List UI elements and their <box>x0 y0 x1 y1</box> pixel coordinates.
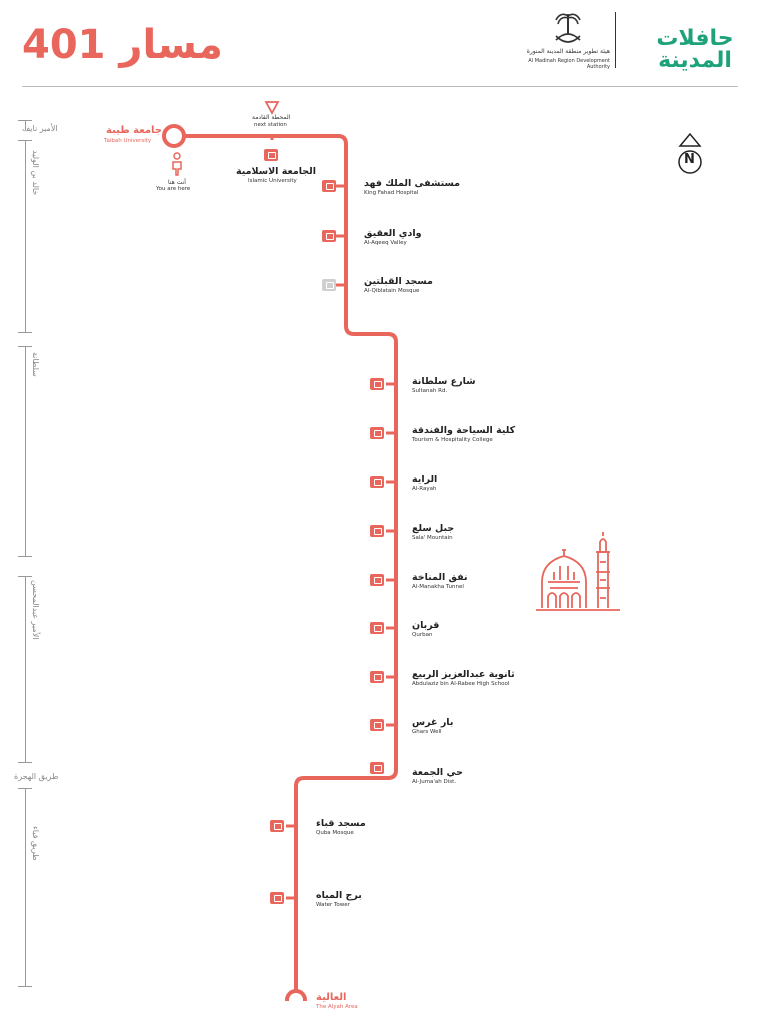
shopping-icon <box>370 378 384 390</box>
stop-ar: مستشفى الملك فهد <box>364 178 461 189</box>
college-icon <box>370 427 384 439</box>
start-terminal-icon <box>162 124 186 148</box>
compass-north-icon <box>678 132 702 174</box>
stop-ar: ثانوية عبدالعزيز الربيع <box>412 669 515 680</box>
tower-icon <box>270 892 284 904</box>
building-icon <box>370 622 384 634</box>
stop-en: Al-Juma'ah Dist. <box>412 779 457 785</box>
side-label-1: الأمير نايف <box>22 124 58 133</box>
end-terminal-icon <box>285 989 307 1001</box>
building-icon <box>370 476 384 488</box>
side-tick <box>18 120 32 121</box>
side-segment-line <box>25 576 26 762</box>
authority-name-ar: هيئة تطوير منطقة المدينة المنورة <box>526 48 610 55</box>
header-rule <box>22 86 738 87</box>
stop-ar: برج المياه <box>316 890 362 901</box>
stop-en: Sala' Mountain <box>412 535 453 541</box>
start-stop-en: Taibah University <box>104 138 152 144</box>
hospital-icon <box>322 180 336 192</box>
stop-ar: الراية <box>412 474 438 485</box>
stop-en: Quba Mosque <box>316 830 354 836</box>
stop-ar: شارع سلطانة <box>412 376 476 387</box>
stop-ar: حي الجمعة <box>412 767 463 778</box>
side-segment-line <box>25 140 26 332</box>
stop-en: Ghars Well <box>412 729 442 735</box>
stop-en: Islamic University <box>248 178 297 184</box>
you-are-here-en: You are here <box>156 186 191 192</box>
university-icon <box>264 149 278 161</box>
you-are-here-ar: أنت هنا <box>168 179 186 186</box>
compass-letter: N <box>684 152 695 167</box>
authority-name-en: Al Madinah Region Development Authority <box>528 58 610 70</box>
mosque-icon <box>322 279 336 291</box>
mosque-icon <box>270 820 284 832</box>
stop-en: Water Tower <box>316 902 350 908</box>
prophets-mosque-illustration-icon <box>536 532 620 611</box>
logo-line-2: المدينة <box>658 48 732 73</box>
valley-icon <box>322 230 336 242</box>
side-segment-line <box>25 788 26 986</box>
side-segment-line <box>25 346 26 556</box>
stop-ar: نفق المناخة <box>412 572 468 583</box>
side-tick <box>18 332 32 333</box>
palm-swords-emblem-icon <box>555 13 581 43</box>
stop-en: Al-Aqeeq Valley <box>364 240 407 246</box>
next-station-ar: المحطة القادمة <box>252 114 291 121</box>
stop-ar: جبل سلع <box>412 523 455 534</box>
next-station-en: next station <box>254 122 287 128</box>
stop-en: Al-Manakha Tunnel <box>412 584 464 590</box>
start-stop-ar: جامعة طيبة <box>106 125 162 136</box>
stop-en: Al-Qiblatain Mosque <box>364 288 420 294</box>
side-tick <box>18 986 32 987</box>
stop-ar: مسجد القبلتين <box>364 276 433 287</box>
stop-ar: الجامعة الاسلامية <box>236 166 316 177</box>
end-stop-en: The Alyah Area <box>316 1004 358 1010</box>
stop-en: Al-Rayah <box>412 486 437 492</box>
logo-line-1: حافلات <box>656 26 734 51</box>
side-tick <box>18 556 32 557</box>
next-station-triangle-icon <box>264 101 280 115</box>
logo-separator <box>615 12 616 68</box>
side-segment-line <box>25 120 26 130</box>
stop-en: Qurban <box>412 632 433 638</box>
building-icon <box>370 762 384 774</box>
you-are-here-person-icon <box>172 152 182 176</box>
stop-ar: بار غرس <box>412 717 454 728</box>
side-tick <box>18 762 32 763</box>
school-icon <box>370 671 384 683</box>
stop-ar: قربان <box>412 620 440 631</box>
stop-en: Sultanah Rd. <box>412 388 448 394</box>
stop-ar: كلية السياحة والفندقة <box>412 425 516 436</box>
stop-en: King Fahad Hospital <box>364 190 419 196</box>
shopping-icon <box>370 574 384 586</box>
side-label-5: طريق الهجرة <box>14 772 59 781</box>
well-icon <box>370 719 384 731</box>
stop-ar: وادي العقيق <box>364 228 422 239</box>
mountain-icon <box>370 525 384 537</box>
stop-en: Tourism & Hospitality College <box>412 437 493 443</box>
stop-ar: مسجد قباء <box>316 818 366 829</box>
madinah-buses-logo: حافلات المدينة <box>655 28 735 72</box>
end-stop-ar: العالية <box>316 992 347 1003</box>
route-title: مسار 401 <box>22 22 223 68</box>
stop-en: Abdulaziz bin Al-Rabee High School <box>412 681 510 687</box>
